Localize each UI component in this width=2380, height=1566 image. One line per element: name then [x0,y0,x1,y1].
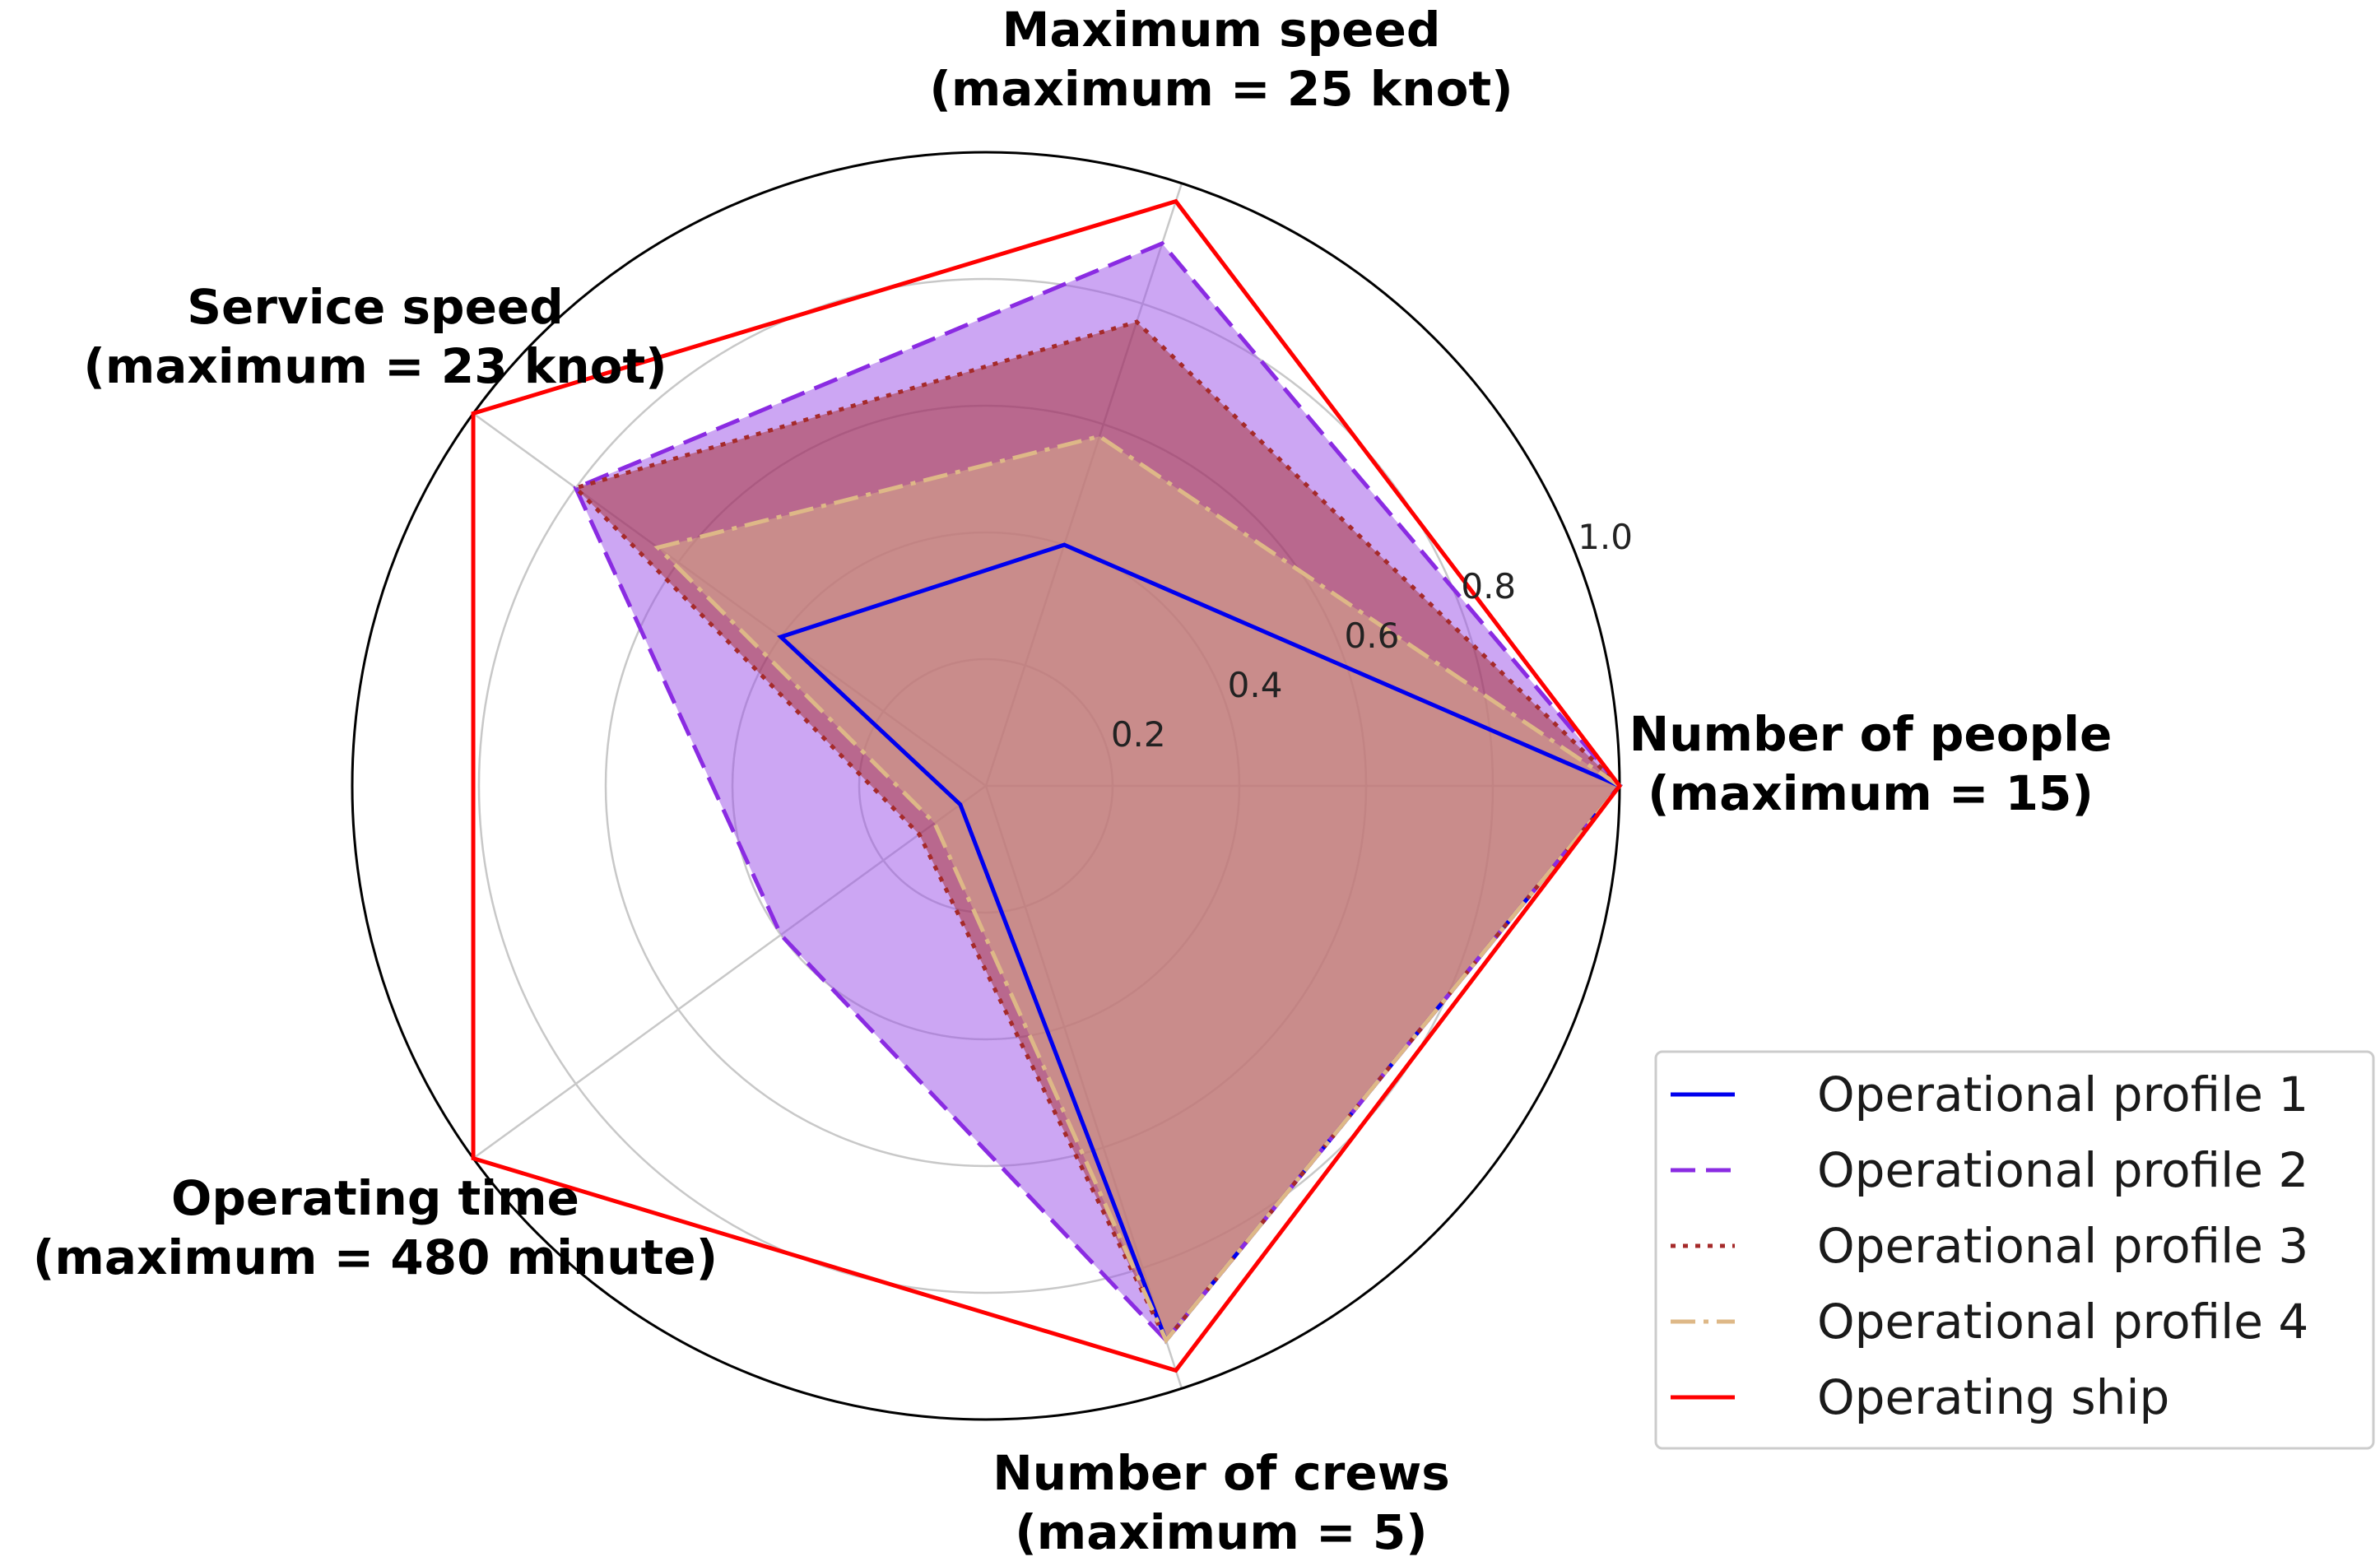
axis-label: Number of people [1629,706,2113,762]
series-line [571,319,1623,1345]
legend-label: Operational profile 4 [1817,1294,2308,1350]
axis-label: Number of crews [992,1445,1450,1501]
legend-item: Operating ship [1671,1369,2169,1425]
legend-item: Operational profile 1 [1671,1066,2308,1122]
axis-label-max: (maximum = 23 knot) [83,338,667,394]
legend-label: Operational profile 2 [1817,1142,2308,1198]
series-line [573,240,1623,1344]
axis-label-max: (maximum = 25 knot) [929,61,1513,117]
legend-label: Operational profile 3 [1817,1218,2308,1274]
radial-tick-label: 0.4 [1228,665,1283,705]
radial-tick-label: 0.2 [1111,714,1166,755]
legend-label: Operational profile 1 [1817,1066,2308,1122]
series-fills [575,243,1620,1341]
axis-label: Operating time [171,1170,579,1226]
series-line [471,198,1623,1373]
axis-label: Maximum speed [1002,2,1441,58]
legend-item: Operational profile 2 [1671,1142,2308,1198]
legend-frame [1654,1050,2375,1450]
legend: Operational profile 1 Operational profile… [1654,1050,2375,1450]
legend-item: Operational profile 3 [1671,1218,2308,1274]
axis-label-max: (maximum = 480 minute) [33,1229,718,1285]
radial-tick-labels: 0.2 0.4 0.6 0.8 1.0 [1111,517,1633,755]
axis-labels: Number of people(maximum = 15) Maximum sp… [33,2,2112,1560]
series-fill [658,436,1620,1341]
axis-label: Service speed [187,279,564,335]
radial-tick-label: 1.0 [1578,517,1633,557]
series-lines [471,198,1624,1373]
axis-label-max: (maximum = 5) [1015,1504,1427,1560]
legend-item: Operational profile 4 [1671,1294,2308,1350]
radial-tick-label: 0.8 [1461,566,1516,606]
legend-label: Operating ship [1817,1369,2169,1425]
axis-label-max: (maximum = 15) [1648,765,2094,821]
radial-tick-label: 0.6 [1345,616,1400,656]
series-line [653,434,1623,1345]
series-fill [575,322,1620,1341]
